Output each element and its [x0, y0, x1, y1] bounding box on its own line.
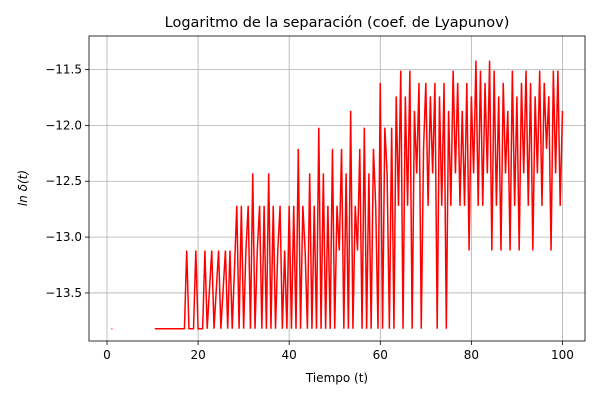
- y-tick-label: −13.5: [45, 286, 82, 300]
- x-tick-label: 80: [464, 348, 479, 362]
- x-tick-label: 0: [103, 348, 111, 362]
- x-axis-label: Tiempo (t): [305, 371, 368, 385]
- x-tick-label: 100: [551, 348, 574, 362]
- y-axis-label: ln δ(t): [16, 170, 30, 206]
- plot-frame: [88, 35, 586, 342]
- chart-title: Logaritmo de la separación (coef. de Lya…: [165, 15, 510, 31]
- y-tick-label: −13.0: [45, 230, 82, 244]
- x-tick-label: 40: [282, 348, 297, 362]
- x-tick-label: 20: [190, 348, 205, 362]
- data-line: [111, 60, 564, 330]
- y-tick-label: −12.5: [45, 174, 82, 188]
- x-tick-label: 60: [373, 348, 388, 362]
- y-tick-label: −12.0: [45, 118, 82, 132]
- y-tick-label: −11.5: [45, 63, 82, 77]
